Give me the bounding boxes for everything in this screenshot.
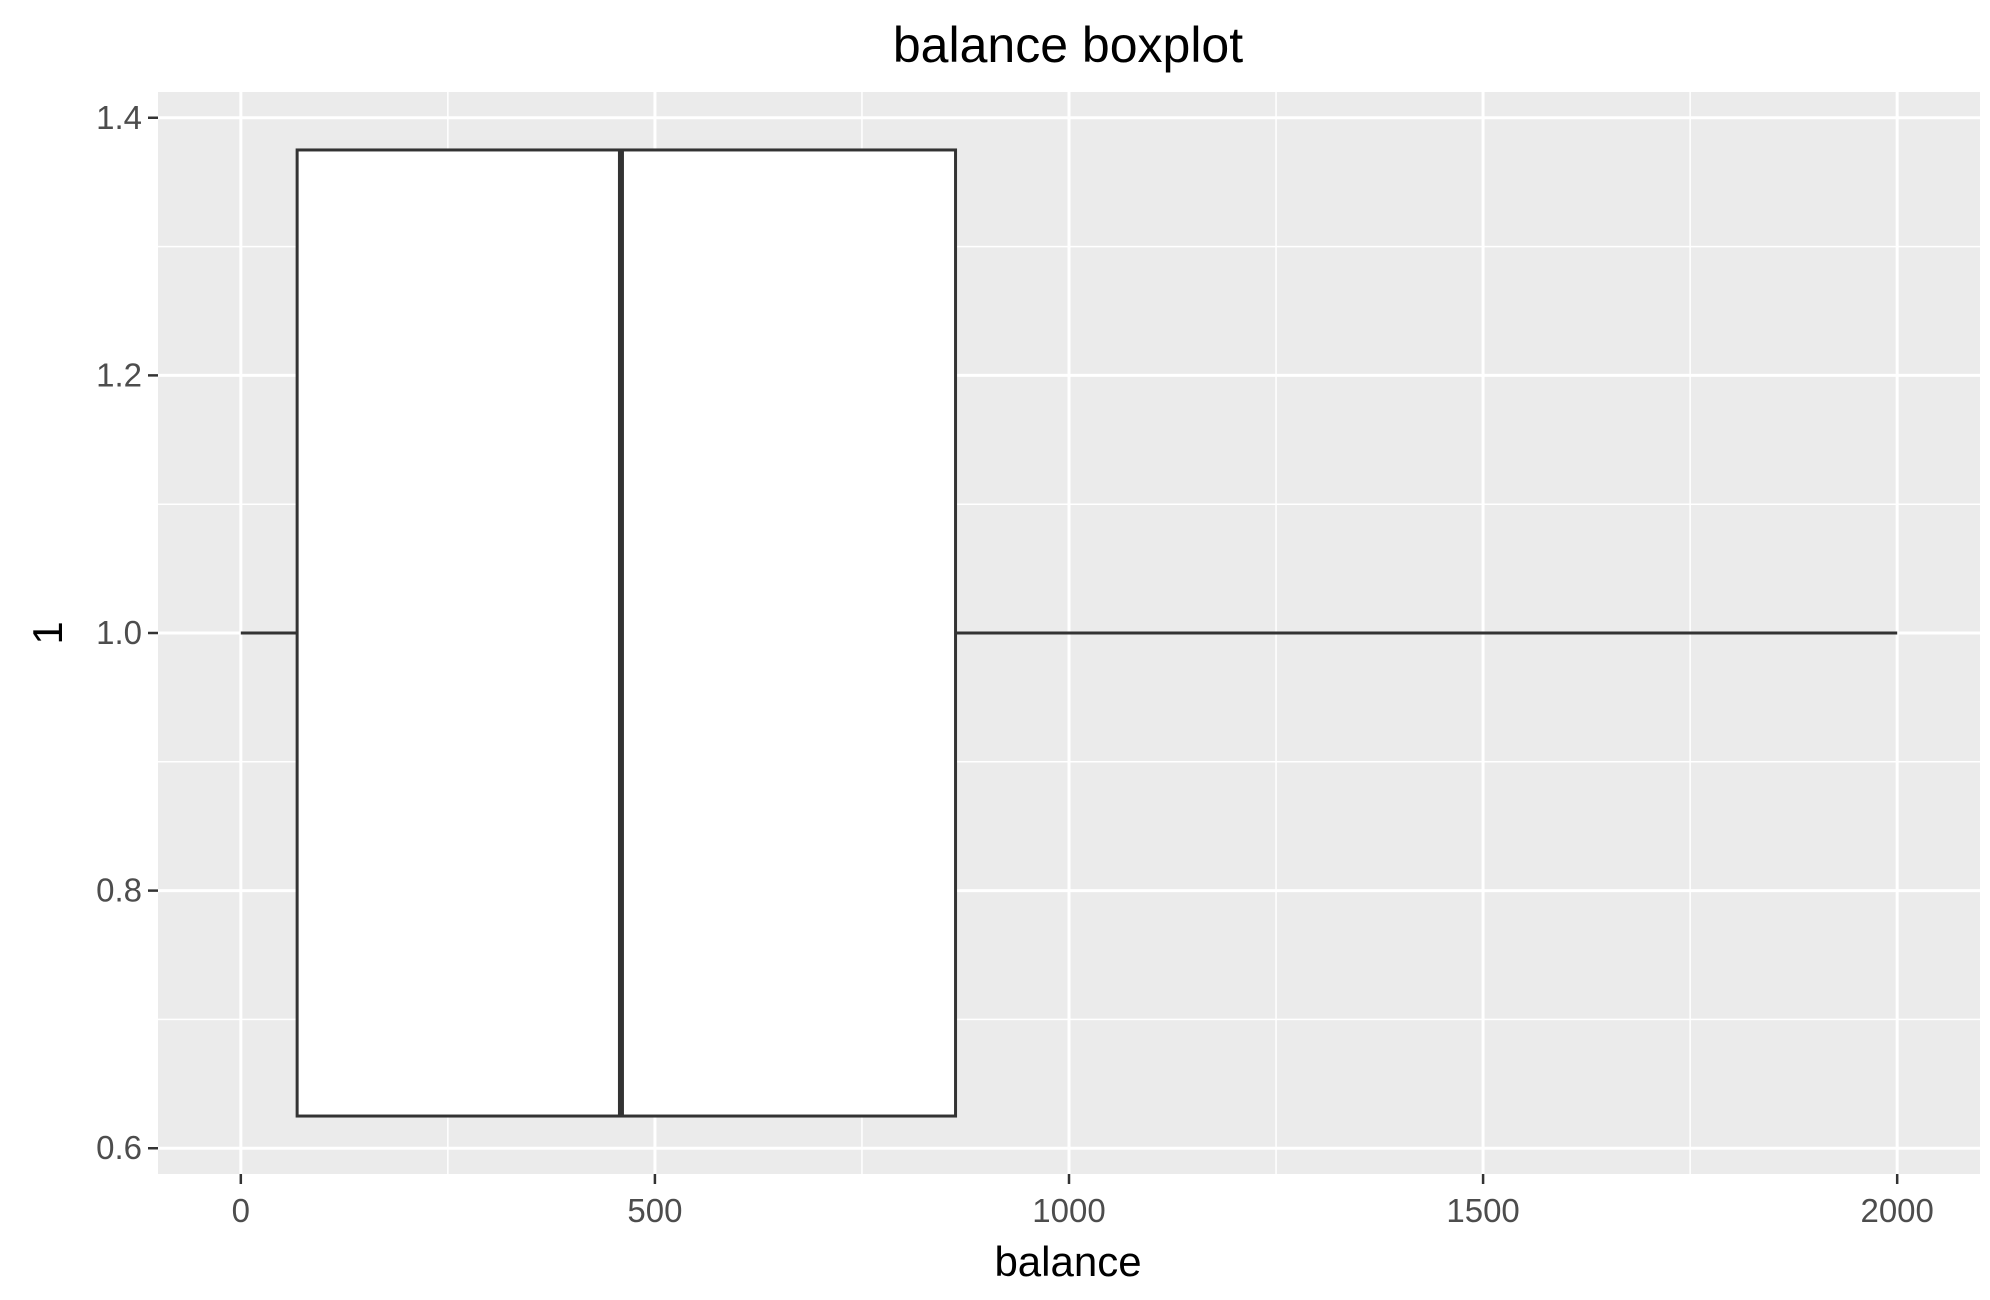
boxplot-box [240,148,1898,1118]
interquartile-box [295,148,958,1118]
x-tick-label: 1000 [1032,1192,1105,1229]
chart-title: balance boxplot [893,17,1243,73]
x-tick-label: 2000 [1860,1192,1933,1229]
y-tick-label: 1.0 [96,614,142,651]
y-tick-label: 1.2 [96,356,142,393]
y-tick-label: 0.8 [96,872,142,909]
x-tick-label: 0 [232,1192,250,1229]
x-tick-label: 1500 [1446,1192,1519,1229]
y-tick-label: 1.4 [96,99,142,136]
x-axis-title: balance [994,1238,1141,1285]
y-axis: 0.6 0.8 1.0 1.2 1.4 [96,99,158,1166]
x-axis: 0 500 1000 1500 2000 [232,1174,1934,1229]
y-axis-title: 1 [24,621,71,644]
y-tick-label: 0.6 [96,1129,142,1166]
x-tick-label: 500 [627,1192,682,1229]
